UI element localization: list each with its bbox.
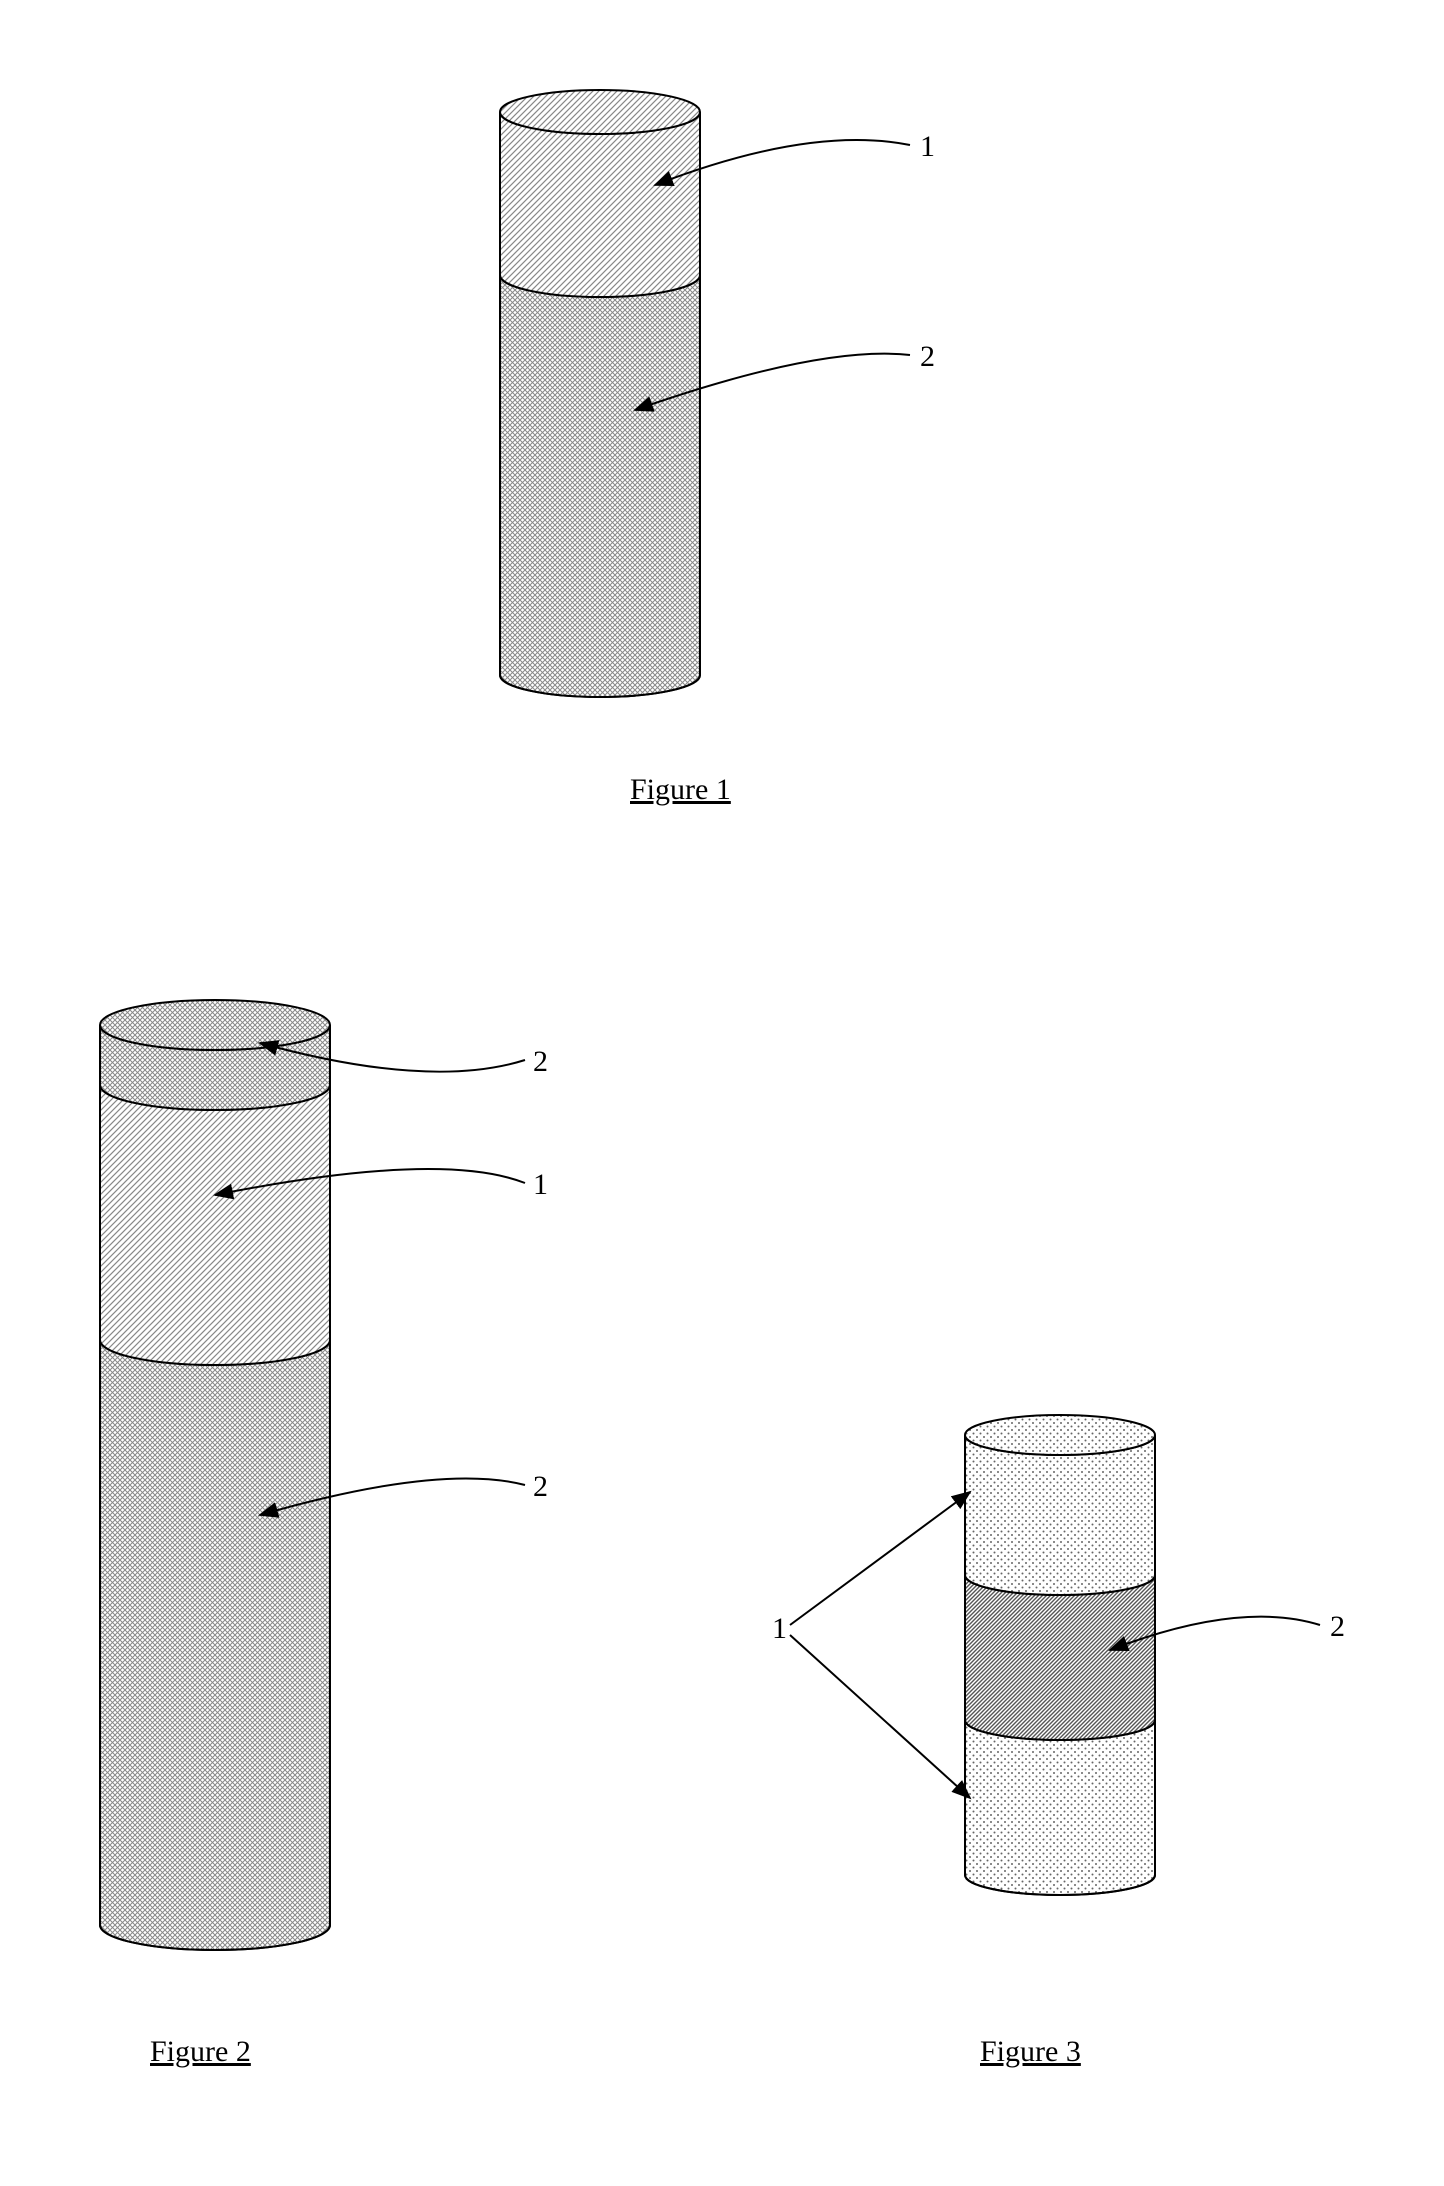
fig3-label-1: 1 bbox=[772, 1612, 787, 1646]
fig2-label-1: 2 bbox=[533, 1045, 548, 1079]
fig2-section-2 bbox=[100, 1085, 330, 1365]
figure-2-svg bbox=[70, 985, 610, 1985]
fig2-label-2: 1 bbox=[533, 1168, 548, 1202]
fig3-arrow-1b bbox=[790, 1635, 970, 1798]
fig3-section-3 bbox=[965, 1720, 1155, 1895]
fig2-top-cap bbox=[100, 1000, 330, 1050]
fig1-label-2: 2 bbox=[920, 340, 935, 374]
fig2-section-3 bbox=[100, 1340, 330, 1950]
fig3-label-2: 2 bbox=[1330, 1610, 1345, 1644]
fig1-top-cap bbox=[500, 90, 700, 134]
fig2-label-3: 2 bbox=[533, 1470, 548, 1504]
fig3-top-cap bbox=[965, 1415, 1155, 1455]
fig1-label-1: 1 bbox=[920, 130, 935, 164]
figure-2-caption: Figure 2 bbox=[150, 2035, 251, 2069]
fig3-arrow-1a bbox=[790, 1492, 970, 1625]
figure-1-diagram bbox=[460, 80, 980, 725]
fig1-section-1 bbox=[500, 112, 700, 297]
figure-1-svg bbox=[460, 80, 980, 720]
figure-2-diagram bbox=[70, 985, 610, 1990]
figure-3-caption: Figure 3 bbox=[980, 2035, 1081, 2069]
fig3-section-2 bbox=[965, 1575, 1155, 1740]
fig1-section-2 bbox=[500, 275, 700, 697]
fig3-section-1 bbox=[965, 1435, 1155, 1595]
figure-3-diagram bbox=[730, 1400, 1390, 1965]
figure-1-caption: Figure 1 bbox=[630, 773, 731, 807]
figure-3-svg bbox=[730, 1400, 1390, 1960]
